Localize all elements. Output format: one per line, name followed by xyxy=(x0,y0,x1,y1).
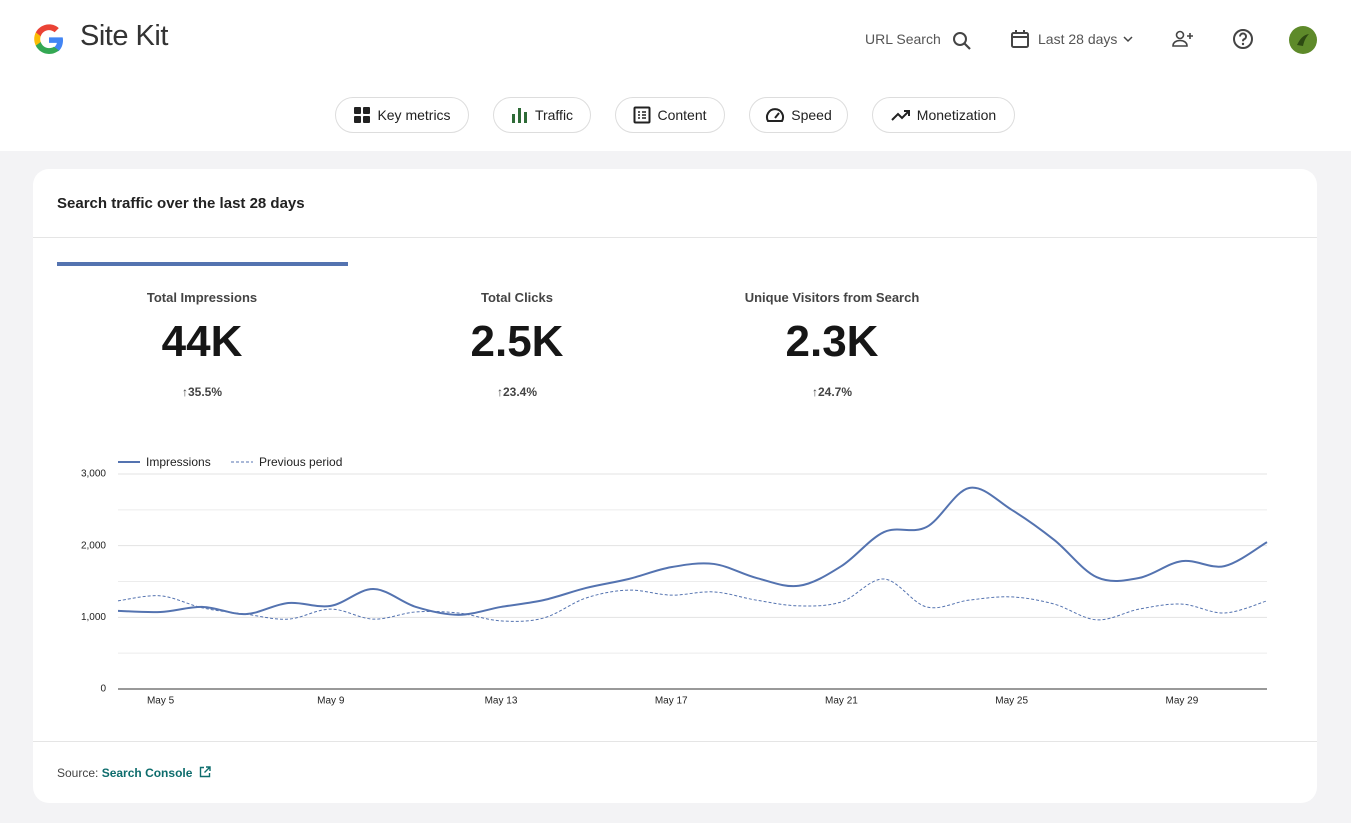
tab[interactable]: Content xyxy=(615,97,725,133)
x-tick-label: May 29 xyxy=(1165,696,1198,707)
divider xyxy=(33,741,1317,742)
tab-label[interactable]: Speed xyxy=(791,107,832,123)
calendar-icon[interactable] xyxy=(1010,29,1030,49)
metric-label[interactable]: Unique Visitors from Search xyxy=(744,290,920,305)
tab[interactable]: Traffic xyxy=(493,97,591,133)
active-metric-bar xyxy=(57,262,348,266)
x-tick-label: May 25 xyxy=(995,696,1028,707)
card: Search traffic over the last 28 days Tot… xyxy=(33,169,1317,803)
metric-label[interactable]: Total Clicks xyxy=(480,290,553,305)
x-tick-label: May 21 xyxy=(825,696,858,707)
tab[interactable]: Key metrics xyxy=(335,97,469,133)
series-line xyxy=(117,578,1268,622)
tab-label[interactable]: Traffic xyxy=(534,107,574,123)
metric-change: ↑35.5% xyxy=(181,385,223,399)
tab-icon xyxy=(354,107,371,123)
metric-value: 2.3K xyxy=(785,317,879,366)
avatar[interactable] xyxy=(1288,25,1318,55)
y-tick-label: 2,000 xyxy=(81,540,106,551)
add-user-icon[interactable] xyxy=(1172,29,1194,49)
chart: 0 1,000 2,000 3,000 May 5 May 9 May 13 May 17 Ma… xyxy=(81,455,1268,707)
y-tick-label: 3,000 xyxy=(81,469,106,480)
external-icon[interactable] xyxy=(199,766,211,778)
metric-change: ↑24.7% xyxy=(811,385,853,399)
tab-icon xyxy=(766,108,785,122)
tab-label[interactable]: Monetization xyxy=(916,107,997,123)
help-icon[interactable] xyxy=(1232,28,1254,50)
x-tick-label: May 5 xyxy=(147,696,175,707)
x-tick-label: May 13 xyxy=(485,696,518,707)
tab-label[interactable]: Content xyxy=(657,107,707,123)
metric-value: 2.5K xyxy=(470,317,564,366)
tab[interactable]: Monetization xyxy=(872,97,1015,133)
divider xyxy=(33,237,1317,238)
card-title: Search traffic over the last 28 days xyxy=(57,195,305,212)
source: Source: Search Console xyxy=(57,766,211,780)
source-link[interactable]: Search Console xyxy=(101,766,193,780)
legend-label: Previous period xyxy=(259,455,342,469)
tab-icon xyxy=(633,106,651,124)
tab[interactable]: Speed xyxy=(749,97,848,133)
metric-change: ↑23.4% xyxy=(496,385,538,399)
brand: Site Kit xyxy=(80,20,168,52)
metric-change-value: 35.5% xyxy=(187,385,223,399)
search-icon[interactable] xyxy=(951,30,973,52)
x-tick-label: May 9 xyxy=(317,696,345,707)
google-logo xyxy=(34,24,63,54)
legend-label: Impressions xyxy=(146,455,211,469)
y-tick-label: 1,000 xyxy=(81,612,106,623)
y-tick-label: 0 xyxy=(100,684,106,695)
tab-icon xyxy=(511,108,527,123)
chevron[interactable] xyxy=(1123,34,1133,44)
source-label: Source: xyxy=(57,766,99,780)
metric-change-value: 23.4% xyxy=(502,385,538,399)
url-search[interactable]: URL Search xyxy=(865,31,941,47)
metric-label[interactable]: Total Impressions xyxy=(146,290,258,305)
tab-label[interactable]: Key metrics xyxy=(377,107,451,123)
series-line xyxy=(117,486,1268,616)
metric-value: 44K xyxy=(161,317,243,366)
metric-change-value: 24.7% xyxy=(817,385,853,399)
x-tick-label: May 17 xyxy=(655,696,688,707)
date-range[interactable]: Last 28 days xyxy=(1038,31,1118,47)
tab-icon xyxy=(891,110,910,121)
top-bar: Site Kit URL Search Last 28 days Key met… xyxy=(0,0,1351,151)
